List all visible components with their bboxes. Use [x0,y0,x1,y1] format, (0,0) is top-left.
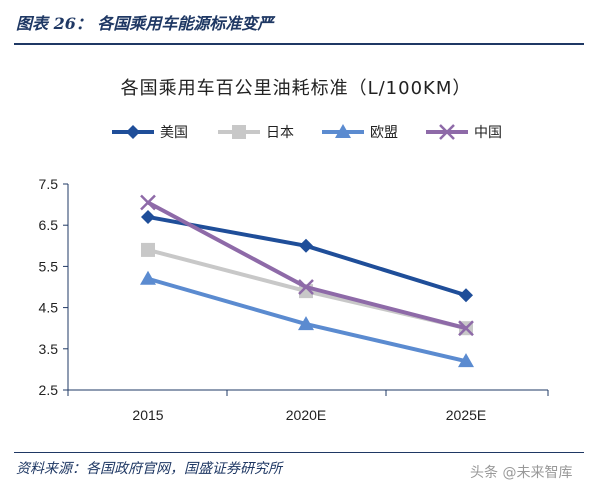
data-point-欧盟 [458,353,474,368]
chart-title: 各国乘用车百公里油耗标准（L/100KM） [121,78,472,99]
legend-item-美国: 美国 [112,125,188,141]
data-point-中国 [140,194,156,211]
legend-item-欧盟: 欧盟 [322,124,398,141]
x-tick-label: 2025E [446,407,486,423]
data-point-美国 [299,238,313,253]
legend-marker [232,125,246,139]
x-tick-label: 2020E [286,407,326,423]
chart-legend: 美国 日本 欧盟 中国 [112,124,502,141]
x-tick-label: 2015 [132,407,163,423]
legend-label: 中国 [474,125,502,141]
legend-marker [439,124,455,140]
legend-label: 日本 [266,125,294,141]
chart-axes: 7.5 6.5 5.5 4.5 3.5 2.5 2015 2020E 2025E [39,176,549,423]
legend-marker [335,124,351,138]
watermark: 头条 @未来智库 [470,465,573,481]
data-point-美国 [459,288,473,303]
y-tick-label: 4.5 [39,300,59,316]
source-note: 资料来源：各国政府官网，国盛证券研究所 [16,461,282,477]
legend-item-中国: 中国 [426,124,502,141]
chart-series [140,194,474,368]
y-tick-label: 7.5 [39,176,59,192]
data-point-美国 [141,209,155,224]
data-point-日本 [141,242,155,257]
data-point-中国 [298,279,314,295]
legend-label: 欧盟 [370,125,398,141]
title-divider [14,43,584,45]
data-point-欧盟 [298,316,314,331]
data-point-欧盟 [140,270,156,285]
figure-title: 图表 26： 各国乘用车能源标准变严 [16,14,274,33]
source-divider [14,452,584,453]
y-tick-label: 6.5 [39,217,59,233]
y-tick-label: 5.5 [39,258,59,274]
legend-label: 美国 [160,125,188,141]
y-tick-label: 3.5 [39,341,59,357]
legend-item-日本: 日本 [218,125,294,141]
series-line-中国 [147,200,467,331]
y-tick-label: 2.5 [39,382,59,398]
data-point-中国 [458,320,474,337]
legend-marker [126,125,140,139]
